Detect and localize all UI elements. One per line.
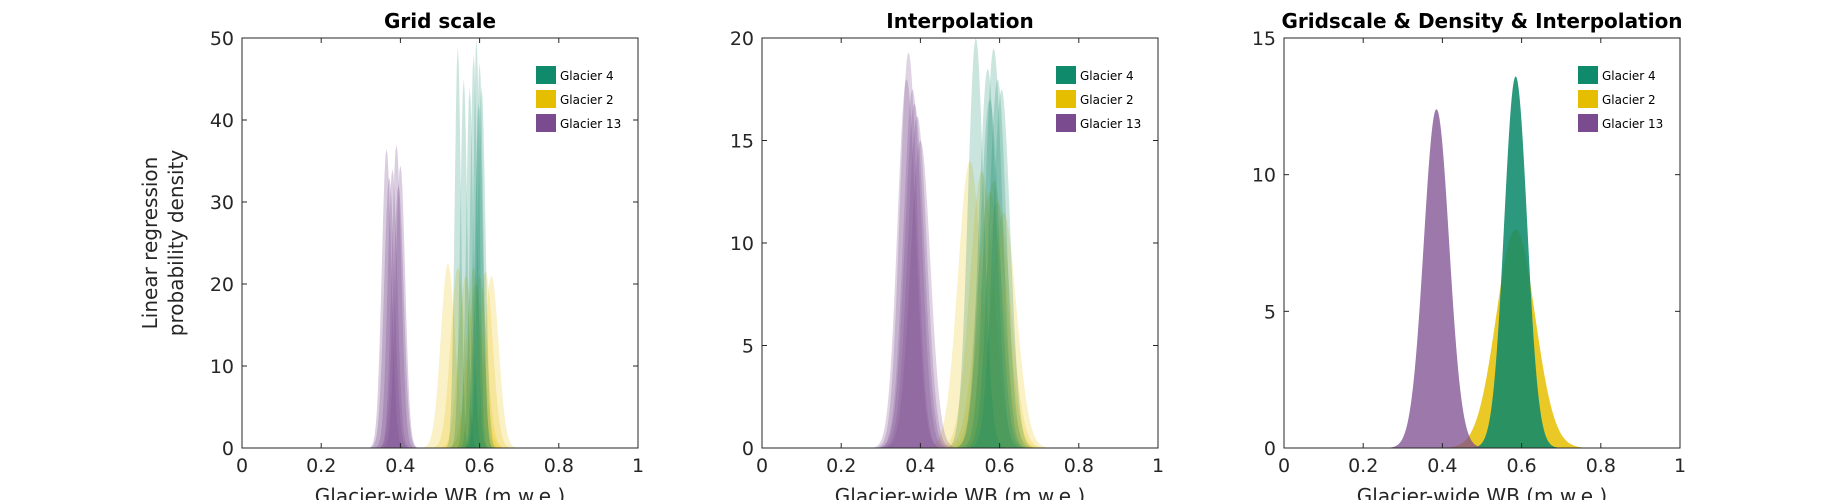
x-tick-label: 0.6 bbox=[984, 455, 1014, 477]
x-tick-label: 0.8 bbox=[1586, 455, 1616, 477]
legend-label: Glacier 4 bbox=[1080, 69, 1134, 83]
y-tick-label: 50 bbox=[210, 28, 234, 50]
x-tick-label: 0.4 bbox=[385, 455, 415, 477]
x-tick-label: 0.4 bbox=[905, 455, 935, 477]
axes-box bbox=[241, 37, 639, 449]
y-tick-label: 5 bbox=[742, 336, 754, 358]
y-tick-label: 5 bbox=[1264, 301, 1276, 323]
legend-label: Glacier 13 bbox=[1602, 117, 1663, 131]
axes-box bbox=[1283, 37, 1681, 449]
density-curve bbox=[242, 263, 638, 448]
plot-area bbox=[762, 38, 1158, 448]
legend-swatch bbox=[1056, 114, 1076, 132]
legend-swatch bbox=[1578, 90, 1598, 108]
x-axis-label: Glacier-wide WB (m w.e.) bbox=[835, 484, 1085, 500]
legend-label: Glacier 4 bbox=[1602, 69, 1656, 83]
x-tick-label: 0.2 bbox=[306, 455, 336, 477]
series-layer bbox=[1284, 76, 1680, 448]
x-tick-label: 0 bbox=[1278, 455, 1290, 477]
x-tick-label: 0 bbox=[756, 455, 768, 477]
y-tick-label: 10 bbox=[730, 233, 754, 255]
x-tick-label: 0.2 bbox=[826, 455, 856, 477]
y-tick-label: 40 bbox=[210, 110, 234, 132]
chart-title: Interpolation bbox=[886, 9, 1033, 33]
legend-swatch bbox=[1056, 66, 1076, 84]
density-curve bbox=[762, 161, 1158, 448]
legend-swatch bbox=[1578, 114, 1598, 132]
y-tick-label: 20 bbox=[730, 28, 754, 50]
x-tick-label: 1 bbox=[1674, 455, 1686, 477]
legend-label: Glacier 4 bbox=[560, 69, 614, 83]
y-axis-label: Linear regression bbox=[138, 157, 162, 330]
x-tick-label: 0.8 bbox=[1064, 455, 1094, 477]
y-tick-label: 0 bbox=[742, 438, 754, 460]
y-axis-label: probability density bbox=[164, 150, 188, 337]
series-glacier-2 bbox=[242, 263, 638, 448]
x-tick-label: 1 bbox=[1152, 455, 1164, 477]
legend: Glacier 4 Glacier 2 Glacier 13 bbox=[1056, 66, 1141, 132]
y-tick-label: 10 bbox=[210, 356, 234, 378]
x-tick-label: 0.8 bbox=[544, 455, 574, 477]
series-layer bbox=[762, 38, 1158, 448]
chart-title: Grid scale bbox=[384, 9, 496, 33]
plot-area bbox=[1284, 38, 1680, 448]
y-tick-label: 20 bbox=[210, 274, 234, 296]
x-tick-label: 0.2 bbox=[1348, 455, 1378, 477]
x-tick-label: 0 bbox=[236, 455, 248, 477]
y-tick-label: 15 bbox=[1252, 28, 1276, 50]
y-tick-label: 0 bbox=[1264, 438, 1276, 460]
legend-swatch bbox=[1578, 66, 1598, 84]
chart-title: Gridscale & Density & Interpolation bbox=[1281, 9, 1682, 33]
x-tick-label: 1 bbox=[632, 455, 644, 477]
y-tick-label: 10 bbox=[1252, 165, 1276, 187]
density-curve bbox=[1284, 229, 1680, 448]
x-axis-label: Glacier-wide WB (m w.e.) bbox=[1357, 484, 1607, 500]
plot-area bbox=[242, 38, 638, 448]
legend-swatch bbox=[536, 114, 556, 132]
y-tick-label: 15 bbox=[730, 131, 754, 153]
legend: Glacier 4 Glacier 2 Glacier 13 bbox=[536, 66, 621, 132]
legend-label: Glacier 13 bbox=[1080, 117, 1141, 131]
legend: Glacier 4 Glacier 2 Glacier 13 bbox=[1578, 66, 1663, 132]
chart-panel-2: 0 0.2 0.4 0.6 0.8 105101520InterpolationGlaci… bbox=[730, 9, 1164, 500]
x-tick-label: 0.4 bbox=[1427, 455, 1457, 477]
legend-label: Glacier 13 bbox=[560, 117, 621, 131]
series-glacier-2 bbox=[762, 161, 1158, 448]
x-axis-label: Glacier-wide WB (m w.e.) bbox=[315, 484, 565, 500]
series-glacier-2 bbox=[1284, 229, 1680, 448]
legend-swatch bbox=[536, 90, 556, 108]
y-tick-label: 0 bbox=[222, 438, 234, 460]
legend-label: Glacier 2 bbox=[1080, 93, 1134, 107]
x-tick-label: 0.6 bbox=[1506, 455, 1536, 477]
y-tick-label: 30 bbox=[210, 192, 234, 214]
series-layer bbox=[242, 38, 638, 448]
legend-swatch bbox=[536, 66, 556, 84]
legend-label: Glacier 2 bbox=[560, 93, 614, 107]
legend-swatch bbox=[1056, 90, 1076, 108]
x-tick-label: 0.6 bbox=[464, 455, 494, 477]
legend-label: Glacier 2 bbox=[1602, 93, 1656, 107]
